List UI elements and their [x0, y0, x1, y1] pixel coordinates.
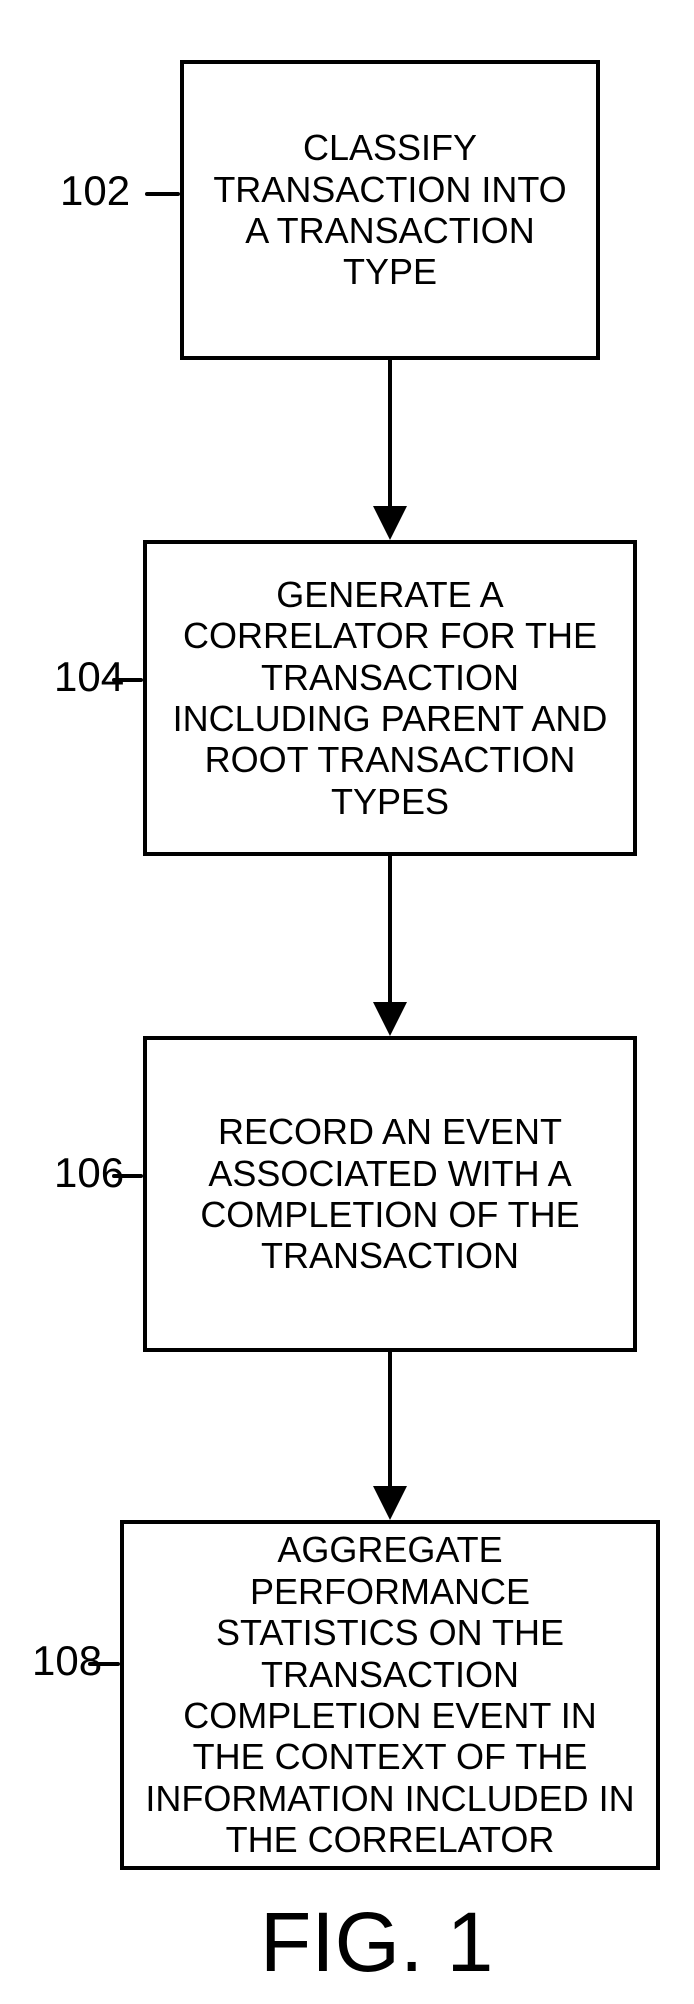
- ref-label-106: 106: [54, 1152, 124, 1194]
- flow-node-106: RECORD AN EVENT ASSOCIATED WITH A COMPLE…: [143, 1036, 637, 1352]
- flow-node-108: AGGREGATE PERFORMANCE STATISTICS ON THE …: [120, 1520, 660, 1870]
- arrow-104-106: [373, 856, 407, 1036]
- flow-node-102: CLASSIFY TRANSACTION INTO A TRANSACTION …: [180, 60, 600, 360]
- flow-node-104: GENERATE A CORRELATOR FOR THE TRANSACTIO…: [143, 540, 637, 856]
- flow-node-text: CLASSIFY TRANSACTION INTO A TRANSACTION …: [204, 127, 576, 293]
- flow-node-text: AGGREGATE PERFORMANCE STATISTICS ON THE …: [144, 1529, 636, 1860]
- arrow-106-108: [373, 1352, 407, 1520]
- ref-tick-104: [112, 678, 143, 682]
- ref-tick-108: [88, 1662, 120, 1666]
- ref-label-104: 104: [54, 656, 124, 698]
- flow-node-text: GENERATE A CORRELATOR FOR THE TRANSACTIO…: [167, 574, 613, 822]
- arrow-102-104: [373, 360, 407, 540]
- ref-label-108: 108: [32, 1640, 102, 1682]
- figure-caption: FIG. 1: [260, 1900, 493, 1984]
- flow-node-text: RECORD AN EVENT ASSOCIATED WITH A COMPLE…: [167, 1111, 613, 1277]
- diagram-canvas: CLASSIFY TRANSACTION INTO A TRANSACTION …: [0, 0, 694, 2004]
- ref-tick-106: [112, 1174, 143, 1178]
- ref-tick-102: [145, 192, 180, 196]
- ref-label-102: 102: [60, 170, 130, 212]
